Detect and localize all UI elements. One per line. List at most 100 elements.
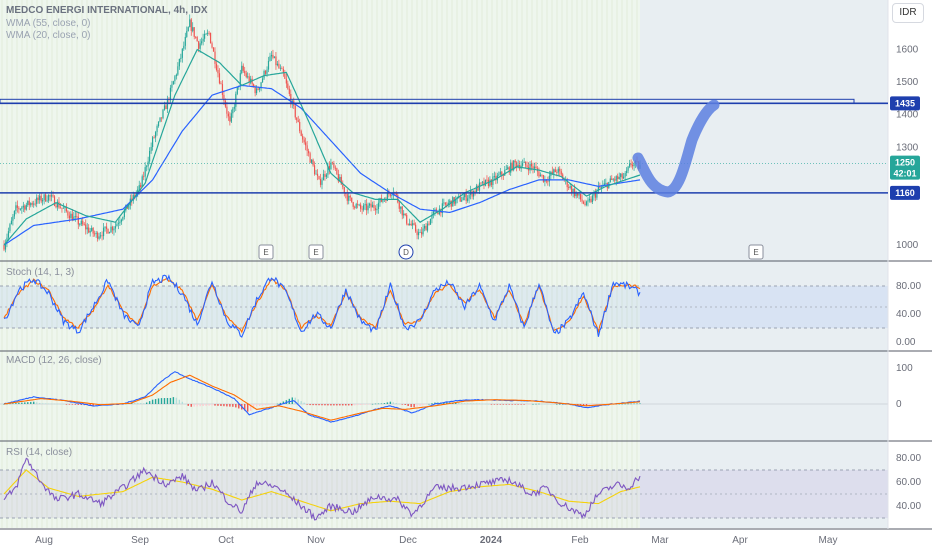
- earnings-badge[interactable]: E: [748, 244, 764, 260]
- macd-hist-bar: [401, 404, 403, 405]
- candle: [579, 193, 582, 202]
- candle: [229, 112, 231, 126]
- candle: [333, 160, 335, 171]
- candle: [614, 176, 616, 184]
- candle: [263, 69, 265, 81]
- candle: [425, 223, 427, 231]
- time-tick-label: Aug: [35, 535, 53, 546]
- candle: [324, 170, 326, 181]
- macd-hist-bar: [258, 404, 261, 407]
- macd-hist-bar: [312, 404, 314, 406]
- macd-hist-bar: [276, 403, 279, 405]
- candle: [275, 51, 277, 70]
- candle: [498, 171, 500, 177]
- macd-hist-bar: [249, 404, 252, 412]
- candle: [190, 18, 192, 36]
- candle: [250, 75, 252, 85]
- candle: [278, 59, 280, 69]
- macd-hist-bar: [41, 403, 44, 404]
- candle: [236, 86, 238, 96]
- svg-text:D: D: [403, 248, 409, 257]
- candle: [169, 84, 172, 104]
- macd-hist-bar: [309, 404, 311, 406]
- macd-hist-bar: [151, 399, 154, 404]
- macd-hist-bar: [142, 403, 145, 404]
- macd-hist-bar: [383, 403, 386, 404]
- candle: [37, 194, 39, 204]
- candle: [79, 222, 81, 227]
- price-axis[interactable]: 17001600150014001300100080.0040.000.0010…: [896, 12, 921, 512]
- candle: [195, 36, 197, 39]
- candle: [505, 164, 507, 170]
- macd-hist-bar: [134, 402, 136, 404]
- macd-pane[interactable]: [3, 371, 641, 423]
- macd-hist-bar: [514, 404, 516, 405]
- candle: [16, 200, 18, 213]
- rsi-title: RSI (14, close): [6, 447, 72, 458]
- candle: [102, 222, 105, 240]
- macd-hist-bar: [190, 404, 192, 407]
- candle: [484, 179, 487, 187]
- macd-hist-bar: [74, 404, 77, 405]
- candle: [533, 162, 536, 173]
- candle: [477, 184, 479, 191]
- candle: [538, 167, 540, 179]
- candle: [157, 121, 160, 128]
- macd-hist-bar: [365, 404, 368, 405]
- macd-hist-bar: [368, 404, 371, 405]
- candle: [49, 194, 51, 202]
- rsi-line: [3, 457, 641, 521]
- dividend-badge[interactable]: D: [398, 244, 414, 260]
- macd-hist-bar: [404, 404, 406, 405]
- candle: [258, 87, 261, 93]
- macd-hist-bar: [523, 404, 525, 405]
- bar-countdown: 42:01: [893, 169, 916, 179]
- macd-hist-bar: [496, 404, 499, 405]
- earnings-badge[interactable]: E: [258, 244, 274, 260]
- candle: [410, 220, 412, 226]
- currency-button[interactable]: IDR: [892, 3, 924, 23]
- candle: [352, 201, 354, 210]
- candle: [529, 161, 531, 174]
- candle: [455, 195, 457, 206]
- macd-hist-bar: [324, 404, 326, 406]
- candle: [235, 91, 237, 111]
- resistance-zone[interactable]: [0, 98, 855, 104]
- macd-hist-bar: [416, 404, 418, 407]
- macd-hist-bar: [437, 402, 439, 404]
- macd-hist-bar: [318, 404, 320, 406]
- candle: [171, 80, 173, 92]
- candle: [288, 85, 290, 97]
- macd-hist-bar: [211, 404, 213, 406]
- candle: [70, 211, 72, 219]
- candle: [7, 227, 10, 241]
- stoch-pane[interactable]: [3, 274, 641, 338]
- candle: [122, 216, 124, 222]
- candle: [569, 183, 571, 190]
- time-tick-label: Dec: [399, 535, 417, 546]
- macd-hist-bar: [633, 403, 635, 405]
- projection-drawing[interactable]: [632, 99, 720, 198]
- earnings-badge[interactable]: E: [308, 244, 324, 260]
- candle: [218, 68, 221, 85]
- macd-hist-bar: [30, 401, 32, 404]
- candle: [419, 229, 421, 233]
- rsi-pane[interactable]: [3, 457, 641, 521]
- candle: [117, 219, 120, 230]
- candle: [447, 199, 449, 208]
- candle: [55, 202, 57, 209]
- macd-hist-bar: [208, 404, 210, 406]
- candle: [360, 202, 362, 212]
- candle: [513, 160, 515, 172]
- price-tick-label: 1300: [896, 142, 919, 153]
- candle: [514, 159, 516, 168]
- candle: [351, 197, 353, 203]
- candle: [43, 193, 45, 205]
- candle: [108, 231, 111, 234]
- macd-hist-bar: [345, 404, 347, 406]
- time-axis[interactable]: Aug Sep Oct Nov Dec 2024 Feb Mar Apr May: [35, 535, 837, 546]
- macd-hist-bar: [553, 404, 555, 405]
- macd-hist-bar: [252, 404, 255, 409]
- candle: [330, 158, 332, 170]
